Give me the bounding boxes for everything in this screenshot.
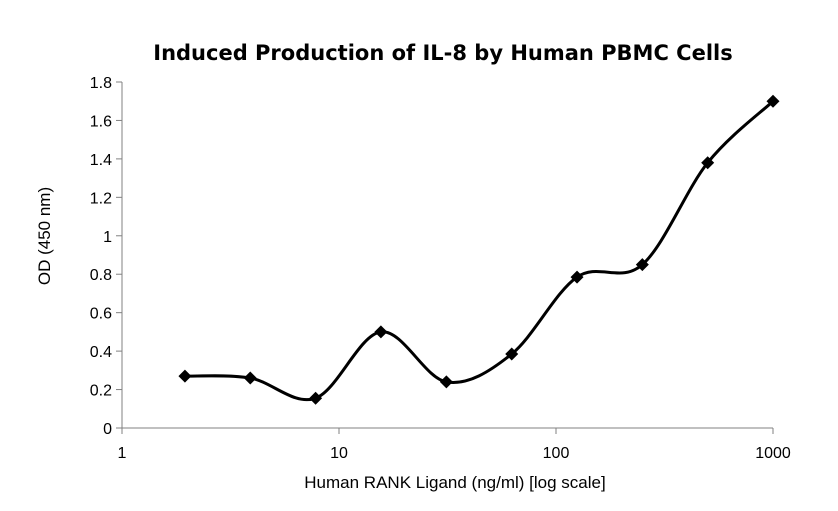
x-tick-label: 10: [330, 445, 348, 462]
x-tick-label: 100: [543, 445, 570, 462]
y-tick-label: 1.6: [90, 113, 112, 130]
series-line-0: [184, 100, 775, 402]
y-tick-label: 0: [103, 421, 112, 438]
data-point-6: [570, 270, 584, 284]
y-tick-label: 0.4: [90, 344, 112, 361]
data-point-7: [635, 258, 649, 272]
data-point-0: [178, 369, 192, 383]
data-point-9: [766, 94, 780, 108]
axes: 0 0.2 0.4 0.6 0.8 1 1.2 1.4 1.6 1.8 1 10 100 1000: [90, 75, 791, 462]
y-tick-label: 0.6: [90, 306, 112, 323]
data-point-5: [505, 347, 519, 361]
data-point-1: [243, 371, 257, 385]
y-tick-label: 1.2: [90, 190, 112, 207]
x-axis-label: Human RANK Ligand (ng/ml) [log scale]: [304, 473, 605, 492]
y-tick-label: 1.4: [90, 152, 112, 169]
data-point-8: [701, 156, 715, 170]
series-layer: [178, 94, 780, 405]
x-tick-label: 1000: [755, 445, 791, 462]
y-tick-label: 0.8: [90, 267, 112, 284]
y-tick-label: 1.8: [90, 75, 112, 92]
y-tick-label: 0.2: [90, 383, 112, 400]
data-point-2: [309, 391, 323, 405]
data-point-4: [439, 375, 453, 389]
x-tick-label: 1: [118, 445, 127, 462]
y-axis-label: OD (450 nm): [35, 187, 54, 285]
data-point-3: [374, 325, 388, 339]
chart-title: Induced Production of IL-8 by Human PBMC…: [153, 41, 732, 65]
y-tick-label: 1: [103, 229, 112, 246]
